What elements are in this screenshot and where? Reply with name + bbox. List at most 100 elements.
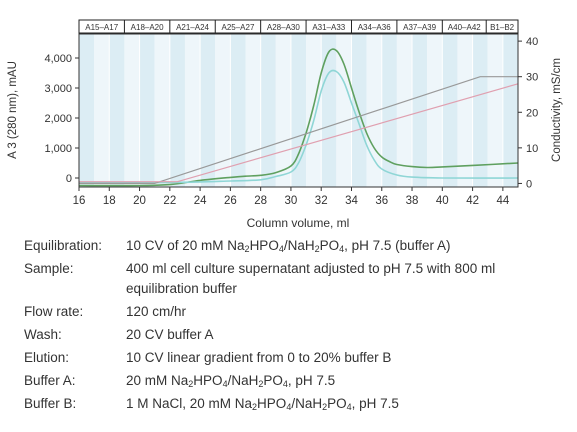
text-run: PO: [263, 373, 283, 388]
x-tick-label: 40: [436, 195, 449, 207]
x-tick-label: 30: [285, 195, 298, 207]
subscript: 2: [252, 402, 258, 412]
background-stripe: [502, 34, 518, 187]
axes: 16 18 20 22 24 26 28 30 32 34 36 38 40 42 44 0 1,000 2,00…: [44, 33, 538, 207]
background-stripe: [79, 34, 95, 187]
condition-value: 20 CV buffer A: [126, 325, 569, 345]
x-axis-label: Column volume, ml: [247, 216, 350, 230]
y-left-tick-label: 4,000: [44, 53, 72, 65]
fraction-header: A15–A17 A18–A20 A21–A24 A25–A27 A28–A30 A31–A…: [78, 19, 519, 34]
subscript: 4: [286, 402, 292, 412]
background-stripe: [336, 34, 352, 187]
text-run: 10 CV linear gradient from 0 to 20% buff…: [126, 350, 392, 365]
subscript: 2: [322, 402, 328, 412]
fraction-label: B1–B2: [490, 23, 515, 32]
text-run: 120 cm/hr: [126, 304, 187, 319]
fraction-label: A18–A20: [131, 23, 164, 32]
x-tick-label: 38: [406, 195, 419, 207]
background-stripe: [290, 34, 307, 187]
x-tick-label: 18: [103, 195, 116, 207]
run-conditions: Equilibration: 10 CV of 20 mM Na2HPO4/NaH…: [24, 236, 569, 417]
condition-value: 120 cm/hr: [126, 302, 569, 322]
x-tick-label: 32: [315, 195, 328, 207]
condition-row: Flow rate: 120 cm/hr: [24, 302, 569, 322]
condition-value: 10 CV of 20 mM Na2HPO4/NaH2PO4, pH 7.5 (…: [126, 236, 569, 256]
plot-frame: [78, 33, 519, 188]
y-axis-label-left: A 3 (280 nm), mAU: [7, 61, 19, 159]
subscript: 4: [282, 379, 288, 389]
text-run: 400 ml cell culture supernatant adjusted…: [126, 261, 496, 296]
text-run: PO: [327, 396, 347, 411]
y-left-tick-label: 3,000: [44, 83, 72, 95]
text-run: /NaH: [283, 238, 315, 253]
x-tick-label: 42: [466, 195, 479, 207]
background-stripe: [109, 34, 125, 187]
condition-label: Wash:: [24, 327, 62, 342]
x-tick-label: 26: [224, 195, 237, 207]
subscript: 2: [314, 244, 320, 254]
fraction-label: A28–A30: [267, 23, 300, 32]
text-run: 20 mM Na: [126, 373, 189, 388]
condition-row: Buffer A: 20 mM Na2HPO4/NaH2PO4, pH 7.5: [24, 371, 569, 391]
text-run: HPO: [249, 238, 279, 253]
condition-label: Elution:: [24, 350, 70, 365]
fraction-label: A25–A27: [221, 23, 254, 32]
subscript: 4: [222, 379, 228, 389]
condition-value: 400 ml cell culture supernatant adjusted…: [126, 259, 569, 299]
fraction-bands: [79, 34, 518, 187]
background-stripe: [94, 34, 110, 187]
condition-label: Sample:: [24, 261, 74, 276]
condition-value: 10 CV linear gradient from 0 to 20% buff…: [126, 348, 569, 368]
conductivity-secondary-curve: [79, 83, 519, 183]
y-right-tick-label: 40: [526, 36, 538, 48]
background-stripe: [487, 34, 503, 187]
x-tick-label: 28: [254, 195, 267, 207]
uv-trace-curve: [78, 48, 519, 187]
fraction-label: A21–A24: [176, 23, 209, 32]
text-run: PO: [319, 238, 340, 253]
text-run: , pH 7.5 (buffer A): [344, 238, 451, 253]
background-stripe: [275, 34, 291, 187]
y-right-tick-label: 0: [526, 178, 532, 190]
y-right-tick-label: 10: [526, 143, 538, 155]
text-run: /NaH: [291, 396, 323, 411]
background-stripe: [321, 34, 337, 187]
subscript: 2: [258, 379, 264, 389]
x-tick-label: 22: [163, 195, 176, 207]
background-stripe: [200, 34, 216, 187]
x-tick-label: 44: [496, 195, 509, 207]
background-stripe: [427, 34, 443, 187]
text-run: /NaH: [227, 373, 259, 388]
background-stripe: [412, 34, 428, 187]
background-stripe: [230, 34, 246, 187]
condition-row: Wash: 20 CV buffer A: [24, 325, 569, 345]
subscript: 2: [188, 379, 194, 389]
background-stripe: [124, 34, 140, 187]
condition-label: Equilibration:: [24, 238, 103, 253]
x-tick-label: 16: [73, 195, 86, 207]
condition-row: Equilibration: 10 CV of 20 mM Na2HPO4/NaH…: [24, 236, 569, 256]
subscript: 4: [346, 402, 352, 412]
text-run: HPO: [257, 396, 287, 411]
text-run: 20 CV buffer A: [126, 327, 214, 342]
condition-label: Buffer B:: [24, 396, 77, 411]
background-stripe: [169, 34, 185, 187]
curves: [78, 48, 519, 187]
x-tick-label: 24: [194, 195, 207, 207]
fraction-label: A31–A33: [312, 23, 345, 32]
text-run: , pH 7.5: [287, 373, 336, 388]
fraction-label: A34–A36: [358, 23, 391, 32]
background-stripe: [381, 34, 397, 187]
condition-row: Sample: 400 ml cell culture supernatant a…: [24, 259, 569, 299]
text-run: 10 CV of 20 mM Na: [126, 238, 245, 253]
chromatogram-chart: A15–A17 A18–A20 A21–A24 A25–A27 A28–A30 A31–A…: [7, 19, 563, 230]
background-stripe: [139, 34, 155, 187]
background-stripe: [154, 34, 170, 187]
background-stripe: [245, 34, 261, 187]
background-stripe: [215, 34, 231, 187]
subscript: 4: [339, 244, 345, 254]
text-run: , pH 7.5: [351, 396, 399, 411]
fraction-label: A15–A17: [85, 23, 118, 32]
uv-trace-secondary-curve: [79, 69, 519, 184]
subscript: 2: [244, 244, 250, 254]
